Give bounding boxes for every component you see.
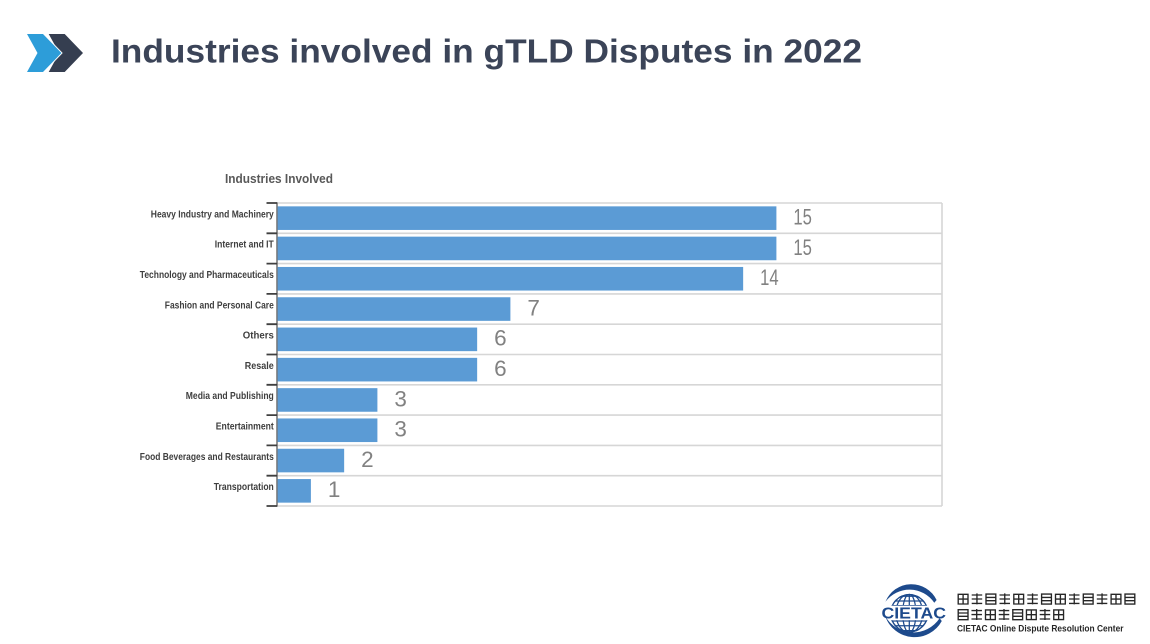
svg-text:2: 2: [361, 447, 374, 472]
svg-text:1: 1: [328, 477, 341, 502]
svg-text:Heavy Industry and Machinery: Heavy Industry and Machinery: [151, 209, 274, 220]
svg-text:3: 3: [394, 386, 407, 411]
svg-text:Transportation: Transportation: [214, 482, 274, 493]
svg-text:Industries Involved: Industries Involved: [225, 171, 333, 186]
svg-text:Resale: Resale: [245, 361, 274, 372]
svg-text:Fashion and Personal Care: Fashion and Personal Care: [165, 300, 274, 311]
svg-text:CIETAC: CIETAC: [882, 606, 947, 623]
svg-text:Industries involved in gTLD Di: Industries involved in gTLD Disputes in …: [111, 33, 862, 70]
svg-text:7: 7: [527, 295, 540, 320]
svg-text:CIETAC Online Dispute Resoluti: CIETAC Online Dispute Resolution Center: [957, 623, 1124, 633]
svg-text:14: 14: [760, 265, 779, 290]
svg-text:Technology and Pharmaceuticals: Technology and Pharmaceuticals: [140, 270, 274, 281]
svg-text:Media and Publishing: Media and Publishing: [186, 391, 274, 402]
svg-text:Food Beverages and Restaurants: Food Beverages and Restaurants: [140, 452, 274, 463]
svg-text:Entertainment: Entertainment: [216, 422, 274, 433]
svg-text:Others: Others: [243, 331, 274, 342]
svg-text:15: 15: [793, 204, 812, 229]
svg-text:15: 15: [793, 235, 812, 260]
svg-text:Internet and IT: Internet and IT: [215, 240, 275, 251]
svg-text:3: 3: [394, 417, 407, 442]
svg-text:6: 6: [494, 326, 507, 351]
svg-text:6: 6: [494, 356, 507, 381]
